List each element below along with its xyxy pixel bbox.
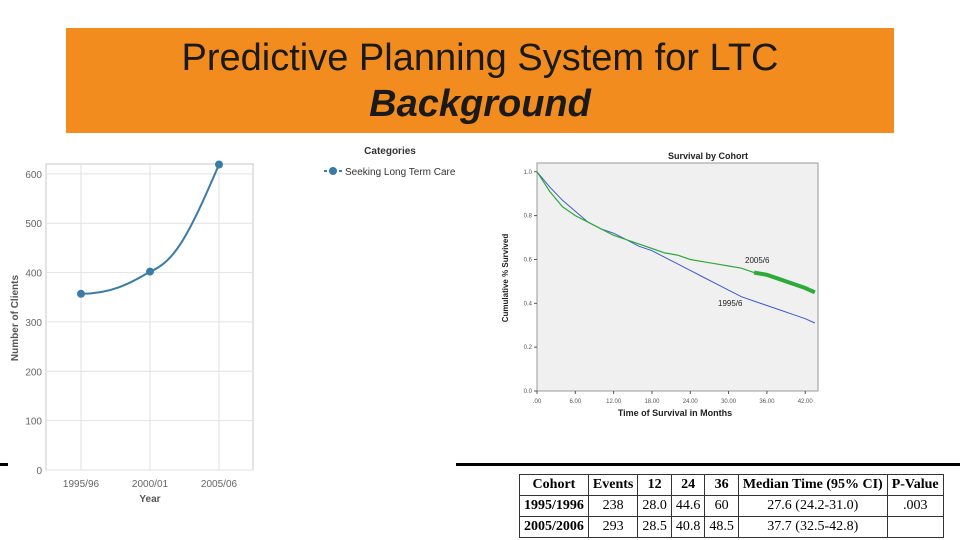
y-tick-label: 0.8: [524, 214, 533, 220]
column-header: Cohort: [519, 474, 589, 496]
y-tick-label: 400: [25, 269, 42, 280]
table-cell: 27.6 (24.2-31.0): [737, 495, 888, 517]
table-row: 2005/2006 293 28.5 40.8 48.5 37.7 (32.5-42.8): [519, 516, 944, 538]
table-cell: 1995/1996: [519, 495, 589, 517]
slide-title: Predictive Planning System for LTC: [181, 37, 779, 79]
table-cell: 293: [587, 516, 639, 538]
table-cell: 48.5: [704, 516, 739, 538]
x-tick-label: 2000/01: [132, 479, 169, 490]
table-cell: [886, 516, 944, 538]
table-cell: 60: [704, 495, 739, 517]
data-point: [77, 289, 85, 298]
y-axis-label: Cumulative % Survived: [501, 234, 510, 323]
curve-annotation: 2005/6: [745, 256, 770, 265]
table-cell: 44.6: [670, 495, 706, 517]
legend-swatch-dot: [329, 167, 337, 175]
table-cell: .003: [886, 495, 944, 517]
column-header: 24: [670, 474, 706, 496]
column-header: 12: [637, 474, 672, 496]
x-tick-label: 42.00: [798, 399, 814, 405]
divider-left: [0, 463, 8, 466]
x-tick-label: 12.00: [606, 399, 622, 405]
x-tick-label: 36.00: [759, 399, 775, 405]
title-banner: Predictive Planning System for LTC Backg…: [66, 28, 894, 133]
table-row: 1995/1996 238 28.0 44.6 60 27.6 (24.2-31.0) .0…: [519, 495, 944, 517]
legend-title: Categories: [364, 146, 416, 157]
column-header: 36: [704, 474, 739, 496]
x-tick-label: .00: [533, 399, 542, 405]
y-axis-label: Number of Clients: [10, 275, 21, 362]
y-tick-label: 0.6: [524, 257, 533, 263]
column-header: Median Time (95% CI): [737, 474, 888, 496]
y-tick-label: 1.0: [524, 170, 533, 176]
table-cell: 238: [587, 495, 639, 517]
survival-curve: [536, 171, 816, 324]
column-header: Events: [587, 474, 639, 496]
data-point: [146, 267, 154, 276]
survival-curve-censor-marks: [753, 270, 816, 295]
table-cell: 37.7 (32.5-42.8): [737, 516, 888, 538]
x-tick-label: 18.00: [644, 399, 660, 405]
x-tick-label: 1995/96: [63, 479, 100, 490]
table-header-row: Cohort Events 12 24 36 Median Time (95% CI) P-…: [519, 474, 944, 496]
y-tick-label: 500: [25, 219, 42, 230]
data-point: [215, 160, 223, 169]
y-tick-label: 0.4: [524, 301, 533, 307]
curve-annotation: 1995/6: [718, 299, 743, 308]
x-tick-label: 2005/06: [201, 479, 238, 490]
y-tick-label: 300: [25, 318, 42, 329]
x-axis-label: Time of Survival in Months: [618, 408, 732, 418]
slide-subtitle: Background: [369, 83, 591, 125]
cohort-table: Cohort Events 12 24 36 Median Time (95% CI) P-…: [519, 474, 944, 538]
column-header: P-Value: [886, 474, 944, 496]
x-tick-label: 6.00: [569, 399, 581, 405]
table-cell: 2005/2006: [519, 516, 589, 538]
x-tick-label: 24.00: [683, 399, 699, 405]
table-cell: 40.8: [670, 516, 706, 538]
x-axis-label: Year: [139, 494, 160, 505]
y-tick-label: 100: [25, 417, 42, 428]
table-cell: 28.0: [637, 495, 672, 517]
x-tick-label: 30.00: [721, 399, 737, 405]
y-tick-label: 0.2: [524, 345, 533, 351]
y-tick-label: 600: [25, 170, 42, 181]
divider-right: [456, 463, 960, 466]
y-tick-label: 0.0: [524, 389, 533, 395]
chart-title: Survival by Cohort: [668, 151, 748, 161]
legend-label: Seeking Long Term Care: [345, 167, 456, 178]
y-tick-label: 200: [25, 367, 42, 378]
table-cell: 28.5: [637, 516, 672, 538]
y-tick-label: 0: [36, 466, 42, 477]
